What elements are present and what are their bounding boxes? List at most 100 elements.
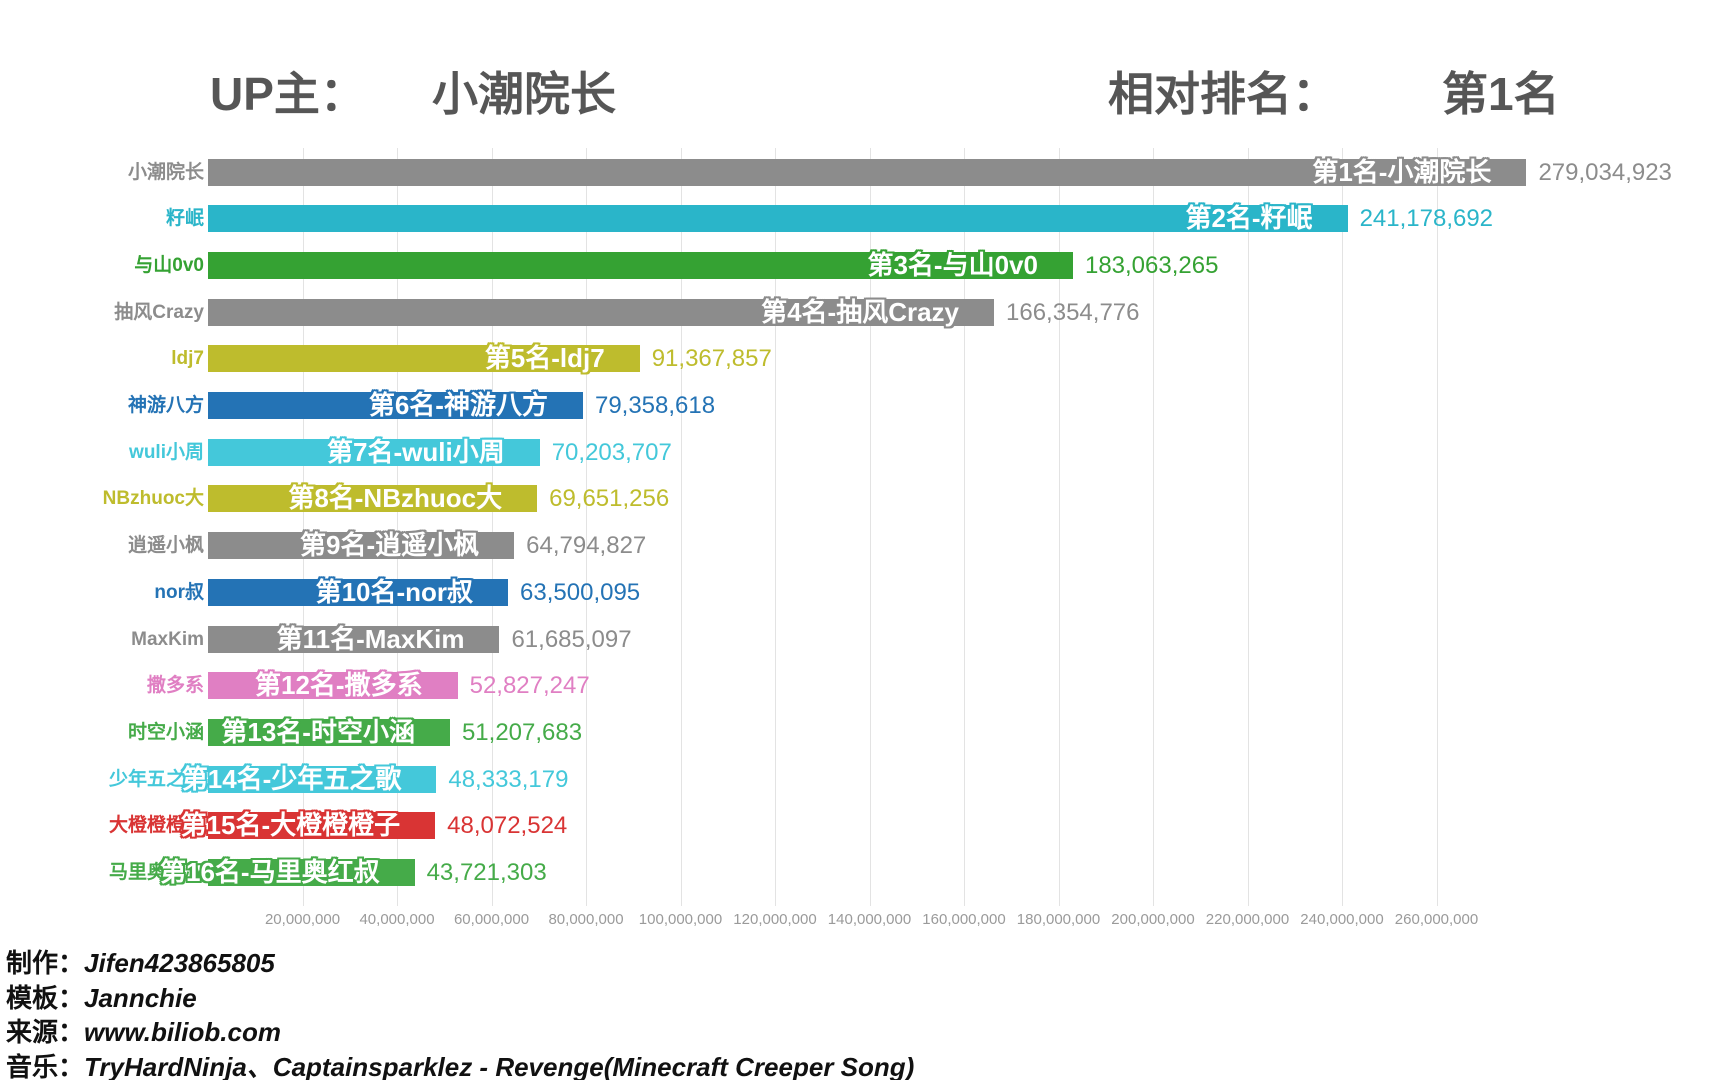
- bar-value-label: 63,500,095: [520, 578, 641, 606]
- bar-category-label: 小潮院长: [127, 161, 204, 183]
- gridline: [1342, 148, 1343, 906]
- bar-row: 籽岷 第2名-籽岷 241,178,692: [0, 203, 1728, 234]
- bar-value-label: 61,685,097: [511, 625, 632, 653]
- x-axis-tick-label: 240,000,000: [1300, 911, 1384, 928]
- credit-label: 来源：: [6, 1017, 85, 1047]
- bar-category-label: 神游八方: [127, 395, 204, 416]
- bar-row: nor叔 第10名-nor叔 63,500,095: [0, 576, 1728, 607]
- bar: [208, 672, 458, 700]
- bar-category-label: 马里奥红叔: [108, 862, 204, 883]
- credit-line-music: 音乐：TryHardNinja、Captainsparklez - Reveng…: [6, 1050, 1706, 1080]
- bar-value-label: 279,034,923: [1538, 158, 1672, 186]
- bar-rank-label: 第3名-与山0v0: [867, 249, 1038, 280]
- credit-value: Jannchie: [84, 982, 197, 1013]
- bar-value-label: 43,721,303: [426, 859, 547, 886]
- credit-label: 音乐：: [6, 1051, 85, 1080]
- gridline: [775, 148, 776, 906]
- bar-row: 少年五之歌 第14名-少年五之歌 48,333,179: [0, 763, 1728, 794]
- credits-footer: 制作：Jifen423865805 模板：Jannchie 来源：www.bil…: [6, 946, 1706, 1080]
- x-axis: 20,000,000 40,000,000 60,000,000 80,000,000…: [0, 906, 1728, 934]
- bar-category-label: wuli小周: [129, 441, 204, 463]
- up-title-value: 小潮院长: [432, 68, 616, 120]
- bar-row: 大橙橙橙子 第15名-大橙橙橙子 48,072,524: [0, 810, 1728, 841]
- bar-rank-label: 第6名-神游八方: [368, 390, 548, 420]
- credit-line-source: 来源：www.biliob.com: [6, 1015, 1706, 1050]
- bar-rank-label: 第7名-wuli小周: [327, 436, 505, 467]
- bar-row: NBzhuoc大 第8名-NBzhuoc大 69,651,256: [0, 483, 1728, 513]
- bar-row: 抽风Crazy 第4名-抽风Crazy 166,354,776: [0, 296, 1728, 327]
- credit-line-maker: 制作：Jifen423865805: [6, 946, 1706, 981]
- bar-rank-label: 第14名-少年五之歌: [181, 763, 402, 794]
- x-axis-tick-label: 120,000,000: [733, 911, 817, 928]
- credit-value: www.biliob.com: [84, 1017, 281, 1047]
- bar-rank-label: 第16名-马里奥红叔: [159, 857, 380, 887]
- bar-row: 逍遥小枫 第9名-逍遥小枫 64,794,827: [0, 530, 1728, 561]
- chart-plot-area: 小潮院长 第1名-小潮院长 279,034,923 籽岷 第2名-籽岷 241,…: [0, 148, 1728, 906]
- credit-line-template: 模板：Jannchie: [6, 981, 1706, 1016]
- bar-rank-label: 第13名-时空小涵: [221, 716, 415, 747]
- bar-row: 神游八方 第6名-神游八方 79,358,618: [0, 390, 1728, 420]
- bar-value-label: 69,651,256: [549, 485, 670, 513]
- bar-category-label: 逍遥小枫: [127, 535, 204, 557]
- bar: [208, 392, 583, 419]
- bar-category-label: 撒多系: [146, 675, 204, 697]
- bar: [208, 625, 500, 653]
- gridline: [586, 148, 587, 906]
- rank-title-label: 相对排名：: [1108, 68, 1338, 120]
- bar: [208, 765, 437, 793]
- bar-rank-label: 第2名-籽岷: [1185, 203, 1313, 234]
- bar-value-label: 70,203,707: [551, 438, 672, 466]
- bar: [208, 251, 1073, 279]
- bar-category-label: NBzhuoc大: [102, 488, 204, 510]
- x-axis-tick-label: 100,000,000: [638, 911, 723, 928]
- x-axis-tick-label: 140,000,000: [827, 911, 912, 928]
- gridline: [1436, 148, 1438, 906]
- bar-row: ldj7 第5名-ldj7 91,367,857: [0, 343, 1728, 373]
- x-axis-tick-label: 80,000,000: [548, 911, 624, 928]
- bar-rank-label: 第12名-撒多系: [255, 670, 423, 701]
- bar-category-label: ldj7: [171, 348, 204, 370]
- bar-value-label: 183,063,265: [1084, 251, 1219, 279]
- bar-category-label: 籽岷: [165, 208, 204, 230]
- credit-value: TryHardNinja、Captainsparklez - Revenge(M…: [84, 1051, 915, 1080]
- bar-value-label: 51,207,683: [461, 718, 583, 746]
- bar: [208, 298, 995, 326]
- bar-category-label: 时空小涵: [127, 721, 204, 743]
- x-axis-tick-label: 200,000,000: [1111, 911, 1195, 928]
- bar-category-label: nor叔: [154, 581, 204, 603]
- bar-row: 与山0v0 第3名-与山0v0 183,063,265: [0, 249, 1728, 280]
- x-axis-tick-label: 260,000,000: [1394, 911, 1479, 928]
- gridline: [397, 148, 398, 906]
- x-axis-tick-label: 160,000,000: [922, 911, 1006, 928]
- bar: [208, 485, 538, 513]
- bar-rank-label: 第10名-nor叔: [315, 576, 474, 607]
- rank-title-value: 第1名: [1442, 68, 1560, 120]
- bar-category-label: 抽风Crazy: [114, 301, 204, 323]
- gridline: [1153, 148, 1154, 906]
- bar: [208, 438, 540, 466]
- bar-row: 马里奥红叔 第16名-马里奥红叔 43,721,303: [0, 857, 1728, 887]
- bar-rank-label: 第15名-大橙橙橙子: [180, 810, 401, 841]
- bar-rank-label: 第11名-MaxKim: [276, 623, 465, 654]
- bar-value-label: 91,367,857: [651, 345, 772, 373]
- bar-value-label: 79,358,618: [594, 392, 716, 419]
- bar-row: wuli小周 第7名-wuli小周 70,203,707: [0, 436, 1728, 467]
- bar-value-label: 241,178,692: [1359, 205, 1494, 233]
- gridline: [680, 148, 682, 906]
- bar: [208, 205, 1348, 233]
- up-title-label: UP主：: [210, 68, 366, 120]
- bar-value-label: 52,827,247: [469, 672, 590, 700]
- bar-row: 小潮院长 第1名-小潮院长 279,034,923: [0, 157, 1728, 187]
- gridline: [964, 148, 965, 906]
- credit-label: 模板：: [6, 982, 85, 1013]
- bar-rank-label: 第9名-逍遥小枫: [300, 530, 480, 561]
- gridline: [491, 148, 493, 906]
- gridline: [302, 148, 304, 906]
- bar-value-label: 48,072,524: [447, 812, 568, 840]
- bar-rank-label: 第4名-抽风Crazy: [761, 296, 960, 327]
- credit-label: 制作：: [6, 948, 85, 978]
- bar: [208, 718, 450, 746]
- bar-value-label: 166,354,776: [1006, 298, 1140, 326]
- x-axis-tick-label: 60,000,000: [453, 911, 530, 928]
- bar: [208, 345, 640, 373]
